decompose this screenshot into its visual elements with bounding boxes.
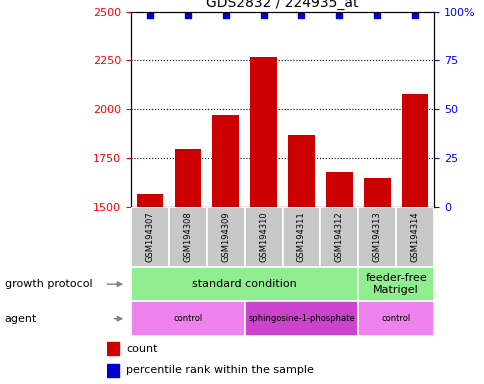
Text: GSM194313: GSM194313 — [372, 212, 381, 263]
Point — [335, 12, 343, 18]
Bar — [250, 56, 276, 384]
Text: GSM194309: GSM194309 — [221, 212, 230, 262]
Point — [373, 12, 380, 18]
Bar — [358, 301, 433, 336]
Bar — [131, 207, 168, 267]
Bar — [363, 178, 390, 384]
Bar — [206, 207, 244, 267]
Text: control: control — [173, 314, 202, 323]
Bar — [131, 267, 358, 301]
Text: sphingosine-1-phosphate: sphingosine-1-phosphate — [248, 314, 354, 323]
Text: GSM194310: GSM194310 — [258, 212, 268, 262]
Point — [221, 12, 229, 18]
Text: GSM194311: GSM194311 — [296, 212, 305, 262]
Text: standard condition: standard condition — [192, 279, 296, 289]
Text: growth protocol: growth protocol — [5, 279, 92, 289]
Bar — [212, 115, 239, 384]
Text: GSM194307: GSM194307 — [145, 212, 154, 263]
Text: feeder-free
Matrigel: feeder-free Matrigel — [364, 273, 426, 295]
Text: GSM194312: GSM194312 — [334, 212, 343, 262]
Text: GSM194314: GSM194314 — [410, 212, 419, 262]
Text: count: count — [126, 344, 157, 354]
Point — [183, 12, 191, 18]
Bar — [358, 207, 395, 267]
Bar — [325, 172, 352, 384]
Bar — [244, 301, 358, 336]
Bar — [106, 364, 119, 377]
Title: GDS2832 / 224935_at: GDS2832 / 224935_at — [206, 0, 358, 10]
Bar — [287, 135, 314, 384]
Point — [146, 12, 153, 18]
Bar — [131, 301, 244, 336]
Bar — [174, 149, 201, 384]
Bar — [136, 194, 163, 384]
Text: percentile rank within the sample: percentile rank within the sample — [126, 365, 313, 375]
Text: agent: agent — [5, 314, 37, 324]
Bar — [395, 207, 433, 267]
Bar — [320, 207, 358, 267]
Text: control: control — [381, 314, 410, 323]
Bar — [282, 207, 320, 267]
Bar — [401, 94, 427, 384]
Bar — [244, 207, 282, 267]
Bar — [168, 207, 206, 267]
Text: GSM194308: GSM194308 — [183, 212, 192, 263]
Bar — [358, 267, 433, 301]
Point — [297, 12, 305, 18]
Point — [410, 12, 418, 18]
Point — [259, 12, 267, 18]
Bar — [106, 342, 119, 355]
